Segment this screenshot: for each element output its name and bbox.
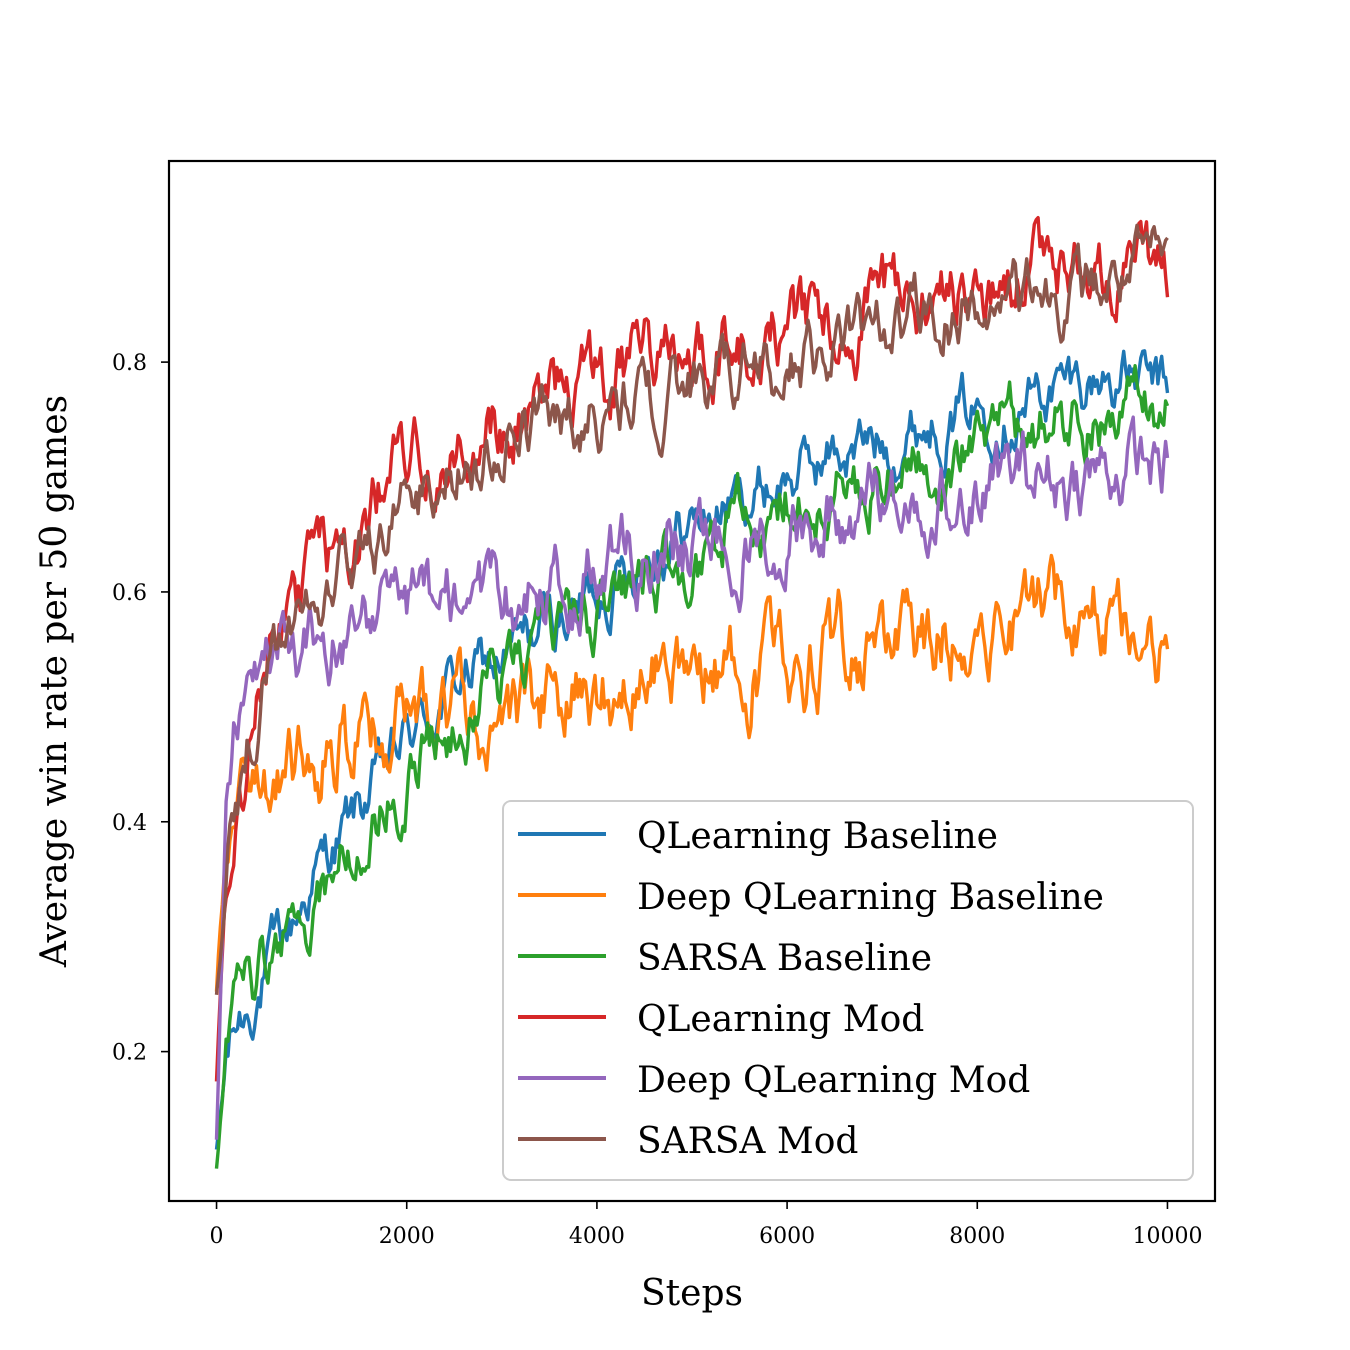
- legend-box: [502, 800, 1194, 1181]
- x-tick-label: 10000: [1132, 1224, 1202, 1249]
- series-line: [214, 364, 1170, 1169]
- legend-label: SARSA Mod: [637, 1121, 858, 1162]
- legend-label: QLearning Baseline: [637, 816, 998, 857]
- x-tick-label: 0: [210, 1224, 224, 1249]
- x-tick-label: 6000: [759, 1224, 815, 1249]
- legend-label: Deep QLearning Mod: [637, 1060, 1030, 1101]
- x-axis-label: Steps: [641, 1273, 743, 1314]
- x-tick-label: 8000: [949, 1224, 1005, 1249]
- legend: QLearning Baseline Deep QLearning Baselin…: [502, 800, 1194, 1181]
- y-axis: 0.2 0.4 0.6 0.8: [112, 351, 169, 1066]
- series-line: [214, 415, 1170, 1140]
- series-line: [214, 553, 1170, 992]
- y-tick-label: 0.4: [112, 811, 147, 836]
- y-tick-label: 0.8: [112, 351, 147, 376]
- y-tick-label: 0.6: [112, 581, 147, 606]
- legend-label: Deep QLearning Baseline: [637, 877, 1104, 918]
- legend-label: QLearning Mod: [637, 999, 924, 1040]
- series-line: [214, 223, 1169, 995]
- series-layer: [214, 216, 1170, 1169]
- legend-label: SARSA Baseline: [637, 938, 932, 979]
- plot-frame: [167, 159, 1217, 1203]
- x-tick-label: 4000: [569, 1224, 625, 1249]
- y-axis-label: Average win rate per 50 games: [34, 395, 75, 968]
- x-tick-label: 2000: [379, 1224, 435, 1249]
- x-axis: 0 2000 4000 6000 8000 10000: [210, 1201, 1202, 1249]
- y-tick-label: 0.2: [112, 1041, 147, 1066]
